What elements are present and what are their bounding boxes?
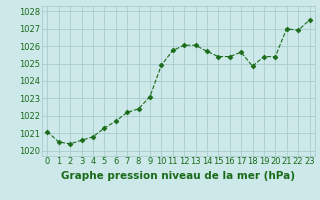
- X-axis label: Graphe pression niveau de la mer (hPa): Graphe pression niveau de la mer (hPa): [61, 171, 295, 181]
